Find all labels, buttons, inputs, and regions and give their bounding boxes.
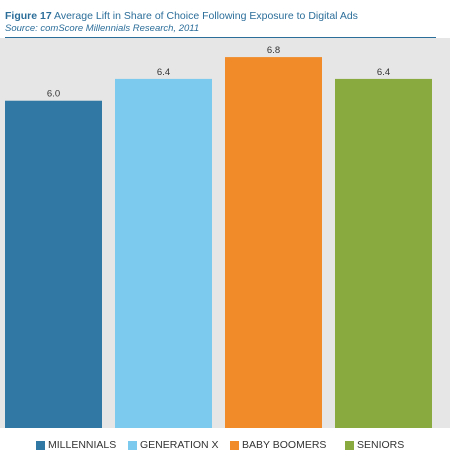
legend-item-baby-boomers: BABY BOOMERS	[230, 438, 326, 452]
legend-label: GENERATION X	[140, 439, 219, 451]
legend-label: BABY BOOMERS	[242, 439, 327, 451]
data-label-millennials: 6.0	[47, 89, 60, 100]
figure-title: Figure 17 Average Lift in Share of Choic…	[5, 10, 358, 22]
legend: MILLENNIALS GENERATION X BABY BOOMERS SENIO…	[0, 438, 450, 454]
legend-swatch	[128, 440, 137, 450]
legend-item-generation-x: GENERATION X	[128, 438, 219, 452]
data-label-seniors: 6.4	[377, 67, 390, 78]
legend-label: SENIORS	[357, 439, 405, 451]
legend-item-seniors: SENIORS	[345, 438, 404, 452]
figure-number: Figure 17	[5, 10, 52, 22]
legend-swatch	[36, 440, 45, 450]
title-divider	[5, 37, 436, 38]
figure-title-text: Average Lift in Share of Choice Followin…	[54, 10, 358, 22]
plot-area: 6.0 6.4 6.8 6.4	[0, 38, 450, 428]
figure-source: Source: comScore Millennials Research, 2…	[5, 23, 200, 34]
data-label-baby-boomers: 6.8	[267, 45, 280, 56]
bar-generation-x	[115, 78, 212, 428]
bar-chart: 6.0 6.4 6.8 6.4	[5, 45, 432, 428]
legend-item-millennials: MILLENNIALS	[36, 438, 116, 452]
bar-seniors	[335, 78, 432, 428]
bar-baby-boomers	[225, 57, 322, 428]
legend-swatch	[230, 440, 239, 450]
data-label-generation-x: 6.4	[157, 67, 170, 78]
bar-millennials	[5, 100, 102, 428]
legend-label: MILLENNIALS	[48, 439, 117, 451]
legend-swatch	[345, 440, 354, 450]
